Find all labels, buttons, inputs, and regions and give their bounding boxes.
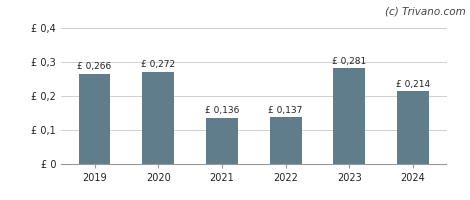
Text: £ 0,137: £ 0,137	[268, 106, 303, 115]
Text: £ 0,281: £ 0,281	[332, 57, 367, 66]
Text: £ 0,272: £ 0,272	[141, 60, 175, 69]
Bar	[270, 117, 302, 164]
Bar	[397, 91, 429, 164]
Bar	[142, 72, 174, 164]
Text: (c) Trivano.com: (c) Trivano.com	[384, 6, 465, 16]
Text: £ 0,214: £ 0,214	[396, 80, 430, 89]
Text: £ 0,266: £ 0,266	[78, 62, 112, 71]
Bar	[333, 68, 365, 164]
Bar	[206, 118, 238, 164]
Text: £ 0,136: £ 0,136	[205, 106, 239, 115]
Bar	[78, 74, 110, 164]
